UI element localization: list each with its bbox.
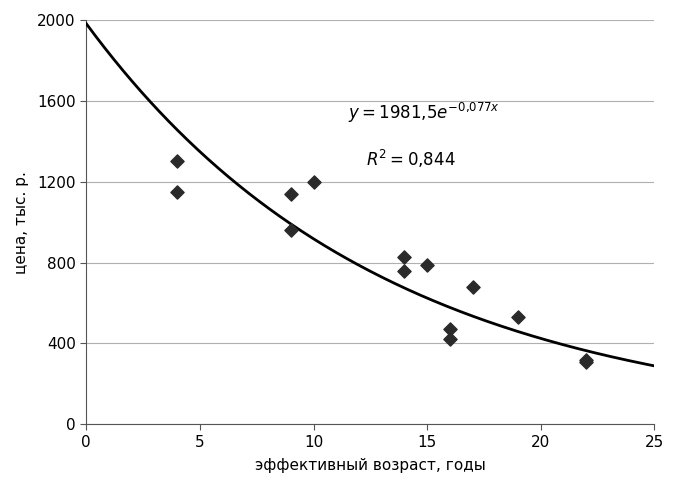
- Point: [445, 336, 456, 343]
- Point: [581, 358, 592, 366]
- Point: [285, 226, 296, 234]
- Text: $R^2 = 0{,}844$: $R^2 = 0{,}844$: [366, 148, 456, 169]
- Point: [399, 253, 410, 261]
- Point: [172, 158, 182, 166]
- X-axis label: эффективный возраст, годы: эффективный возраст, годы: [255, 458, 485, 473]
- Text: $y = 1981{,}5e^{-0{,}077x}$: $y = 1981{,}5e^{-0{,}077x}$: [348, 101, 500, 125]
- Point: [513, 313, 523, 321]
- Point: [467, 283, 478, 291]
- Point: [285, 190, 296, 198]
- Point: [308, 178, 319, 186]
- Point: [172, 188, 182, 196]
- Point: [581, 356, 592, 363]
- Point: [399, 267, 410, 275]
- Point: [422, 261, 433, 268]
- Point: [445, 325, 456, 333]
- Y-axis label: цена, тыс. р.: цена, тыс. р.: [14, 170, 29, 274]
